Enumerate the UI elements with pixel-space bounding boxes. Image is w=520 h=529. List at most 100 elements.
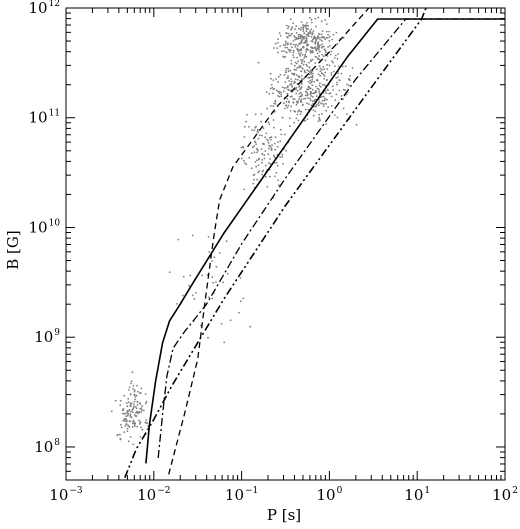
scatter-point <box>311 38 314 41</box>
scatter-point <box>322 66 325 68</box>
scatter-point <box>269 72 272 75</box>
scatter-point <box>296 113 299 116</box>
scatter-point <box>296 56 298 59</box>
scatter-point <box>249 325 252 328</box>
scatter-point <box>269 158 271 160</box>
scatter-point <box>314 17 317 20</box>
scatter-point <box>289 18 292 21</box>
scatter-point <box>310 72 313 75</box>
scatter-point <box>285 67 288 70</box>
scatter-point <box>305 36 308 38</box>
scatter-point <box>318 104 320 107</box>
scatter-point <box>310 81 313 84</box>
scatter-point <box>130 380 133 383</box>
scatter-point <box>303 57 306 59</box>
curve-dashed <box>168 8 370 475</box>
x-tick-label: 10 0 <box>317 486 343 504</box>
scatter-point <box>201 274 204 277</box>
scatter-point <box>319 86 322 88</box>
tick-label-exponent: 0 <box>337 486 343 496</box>
scatter-point <box>295 88 297 91</box>
scatter-point <box>346 83 348 86</box>
scatter-point <box>272 119 275 121</box>
scatter-point <box>132 406 135 409</box>
scatter-point <box>134 406 137 408</box>
scatter-point <box>311 49 314 52</box>
scatter-point <box>311 100 314 103</box>
scatter-point <box>310 95 312 97</box>
scatter-point <box>310 21 313 24</box>
scatter-point <box>136 403 139 406</box>
scatter-point <box>279 140 282 143</box>
tick-label-base: 10 <box>34 328 53 346</box>
scatter-point <box>325 98 328 101</box>
scatter-point <box>318 36 320 39</box>
scatter-point <box>286 92 289 95</box>
scatter-point <box>321 99 324 102</box>
scatter-point <box>126 410 129 413</box>
scatter-point <box>133 393 136 396</box>
scatter-point <box>335 31 338 34</box>
scatter-point <box>181 294 184 297</box>
scatter-point <box>250 167 253 170</box>
scatter-point <box>301 94 303 97</box>
scatter-point <box>320 20 323 23</box>
scatter-point <box>132 420 135 423</box>
scatter-point <box>340 95 343 97</box>
tick-label-base: 10 <box>49 486 68 504</box>
x-tick-label: 10 −3 <box>49 486 83 504</box>
scatter-point <box>340 72 343 75</box>
scatter-point <box>323 48 326 51</box>
scatter-point <box>256 151 258 154</box>
scatter-point <box>257 137 260 140</box>
scatter-point <box>272 92 274 95</box>
tick-label-base: 10 <box>492 486 511 504</box>
scatter-point <box>277 95 279 97</box>
scatter-point <box>318 46 321 49</box>
scatter-point <box>292 56 295 59</box>
x-tick-label: 10 1 <box>404 486 430 504</box>
scatter-point <box>334 54 337 57</box>
scatter-point <box>284 71 287 74</box>
scatter-point <box>287 25 290 28</box>
scatter-point <box>314 110 317 113</box>
scatter-point <box>314 62 317 64</box>
scatter-point <box>330 105 333 107</box>
scatter-point <box>271 144 273 147</box>
scatter-point <box>223 341 226 344</box>
scatter-point <box>128 386 131 389</box>
scatter-point <box>258 134 261 137</box>
scatter-point <box>280 93 282 96</box>
scatter-point <box>139 436 142 438</box>
scatter-point <box>281 116 284 119</box>
scatter-point <box>256 130 259 133</box>
scatter-point <box>325 30 328 33</box>
scatter-point <box>254 161 257 163</box>
scatter-point <box>240 146 243 149</box>
scatter-point <box>293 82 295 85</box>
scatter-point <box>135 411 137 414</box>
scatter-point <box>285 24 288 27</box>
scatter-point <box>266 185 269 188</box>
scatter-point <box>138 392 141 395</box>
scatter-point <box>321 83 324 86</box>
scatter-point <box>332 89 334 91</box>
scatter-point <box>294 110 297 113</box>
scatter-point <box>268 123 271 125</box>
scatter-point <box>328 40 331 42</box>
scatter-point <box>286 43 289 46</box>
scatter-point <box>289 125 291 128</box>
scatter-point <box>147 425 149 427</box>
scatter-point <box>129 420 132 423</box>
scatter-point <box>333 114 336 116</box>
scatter-point <box>283 74 286 76</box>
scatter-point <box>279 74 282 76</box>
scatter-point <box>331 85 334 88</box>
scatter-point <box>325 109 327 112</box>
scatter-point <box>317 44 320 47</box>
scatter-point <box>293 72 296 75</box>
scatter-point <box>253 129 256 132</box>
scatter-point <box>306 102 308 105</box>
scatter-point <box>325 23 328 25</box>
scatter-point <box>124 425 127 427</box>
